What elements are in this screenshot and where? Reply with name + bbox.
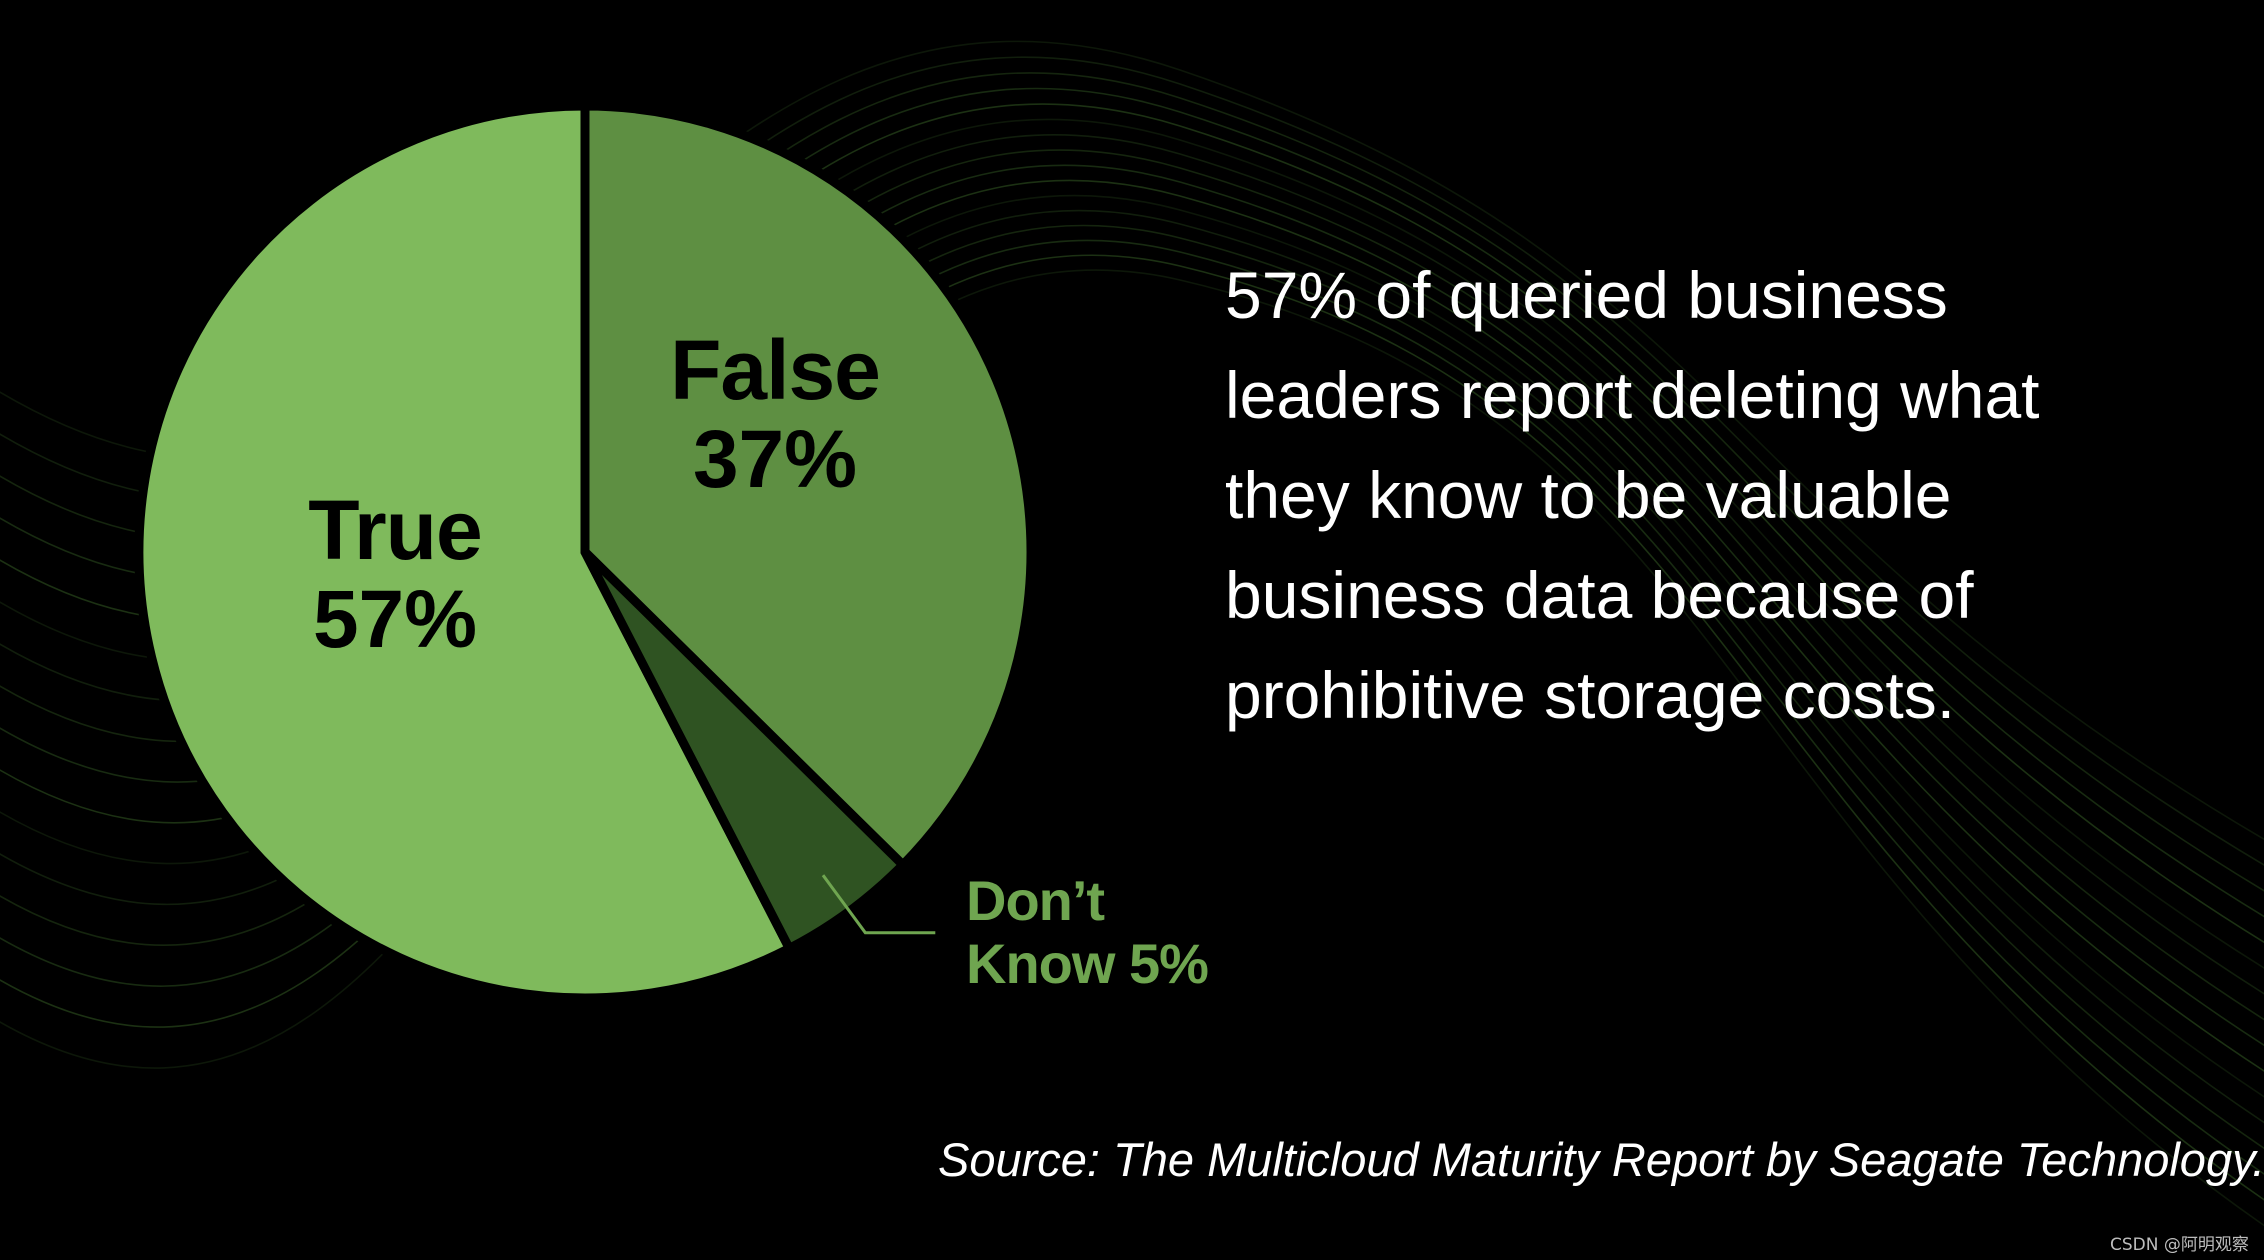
- wave-line: [0, 269, 2264, 1227]
- false-slice-label: False 37%: [620, 325, 930, 504]
- dont-know-label-line1: Don’t: [966, 869, 1105, 932]
- true-slice-percent: 57%: [312, 573, 478, 665]
- watermark: CSDN @阿明观察: [2110, 1235, 2249, 1255]
- true-slice-label: True 57%: [240, 485, 550, 664]
- false-slice-percent: 37%: [692, 413, 858, 505]
- pie-slice-false: [580, 101, 1036, 870]
- headline-statement: 57% of queried business leaders report d…: [1225, 258, 2040, 732]
- false-slice-name: False: [670, 323, 881, 417]
- dont-know-leader-line: [821, 874, 936, 935]
- true-slice-name: True: [308, 483, 482, 577]
- source-citation: Source: The Multicloud Maturity Report b…: [938, 1133, 2264, 1186]
- pie-slice-true: [134, 101, 794, 1003]
- dont-know-slice-label: Don’t Know 5%: [966, 869, 1296, 995]
- dont-know-label-line2: Know 5%: [966, 931, 1209, 995]
